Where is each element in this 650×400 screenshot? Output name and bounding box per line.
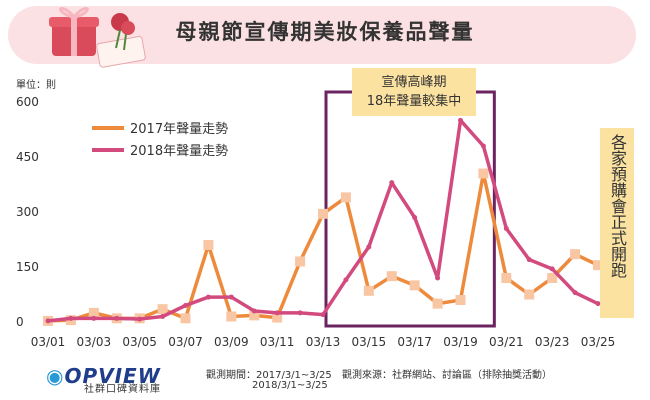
y-tick-label: 0	[16, 315, 24, 329]
data-point-2018	[389, 180, 395, 186]
x-tick-label: 03/01	[31, 335, 66, 349]
y-tick-label: 450	[16, 150, 39, 164]
data-point-2017	[524, 289, 535, 300]
y-tick-label: 150	[16, 260, 39, 274]
data-point-2018	[435, 275, 441, 281]
callout-peak-period: 宣傳高峰期 18年聲量較集中	[352, 68, 476, 116]
data-point-2017	[203, 240, 214, 250]
data-point-2018	[91, 315, 97, 321]
data-point-2018	[45, 318, 51, 324]
data-point-2017	[340, 192, 351, 203]
data-point-2018	[549, 266, 555, 272]
data-point-2017	[409, 280, 420, 291]
callout-line-2: 18年聲量較集中	[366, 94, 462, 109]
x-tick-label: 03/21	[489, 335, 524, 349]
data-point-2017	[226, 311, 237, 322]
callout-line-1: 宣傳高峰期	[381, 75, 447, 90]
data-point-2017	[570, 249, 581, 260]
data-point-2017	[501, 273, 512, 283]
data-point-2017	[295, 256, 306, 267]
y-tick-label: 600	[16, 95, 39, 109]
observation-period: 觀測期間：2017/3/1~3/25	[206, 370, 332, 381]
observation-period-2018: 2018/3/1~3/25	[252, 380, 328, 391]
data-point-2018	[595, 301, 601, 307]
x-tick-label: 03/25	[581, 335, 616, 349]
data-point-2017	[547, 273, 558, 283]
data-point-2018	[160, 314, 166, 319]
x-tick-label: 03/05	[122, 335, 157, 349]
x-tick-label: 03/07	[168, 335, 203, 349]
data-point-2017	[478, 168, 489, 179]
data-point-2018	[137, 316, 143, 322]
x-tick-label: 03/11	[260, 335, 295, 349]
data-point-2018	[320, 312, 326, 318]
data-point-2018	[228, 294, 234, 300]
legend-label: 2017年聲量走勢	[130, 121, 228, 137]
data-point-2017	[180, 313, 191, 324]
observation-source: 觀測來源：社群網站、討論區（排除抽獎活動）	[342, 370, 552, 381]
chart-title: 母親節宣傳期美妝保養品聲量	[175, 20, 475, 44]
logo-text: OPVIEW	[64, 364, 161, 388]
legend-label: 2018年聲量走勢	[130, 143, 228, 159]
data-point-2017	[432, 298, 443, 309]
logo-subtitle: 社群口碑資料庫	[84, 384, 161, 395]
x-tick-label: 03/03	[77, 335, 112, 349]
data-point-2018	[458, 117, 463, 123]
data-point-2018	[68, 315, 74, 321]
data-point-2018	[412, 215, 418, 220]
data-point-2018	[205, 294, 211, 300]
data-point-2018	[480, 143, 486, 149]
x-tick-label: 03/15	[352, 335, 387, 349]
x-tick-label: 03/19	[443, 335, 478, 349]
data-point-2017	[455, 295, 466, 305]
data-point-2017	[363, 285, 374, 296]
y-tick-label: 300	[16, 205, 39, 219]
x-tick-label: 03/13	[306, 335, 341, 349]
data-point-2018	[572, 290, 578, 296]
opview-logo: ◉OPVIEW	[46, 364, 161, 388]
x-tick-label: 03/17	[397, 335, 432, 349]
series-line-1	[47, 171, 599, 323]
data-point-2017	[272, 312, 283, 323]
data-point-2018	[503, 226, 509, 231]
data-point-2018	[274, 310, 280, 316]
data-point-2018	[251, 308, 257, 314]
data-point-2018	[114, 315, 120, 321]
callout-presale: 各家預購會正式開跑	[600, 128, 634, 318]
data-point-2017	[593, 260, 603, 271]
x-tick-label: 03/23	[535, 335, 570, 349]
callout-presale-text: 各家預購會正式開跑	[608, 134, 627, 278]
data-point-2018	[366, 244, 372, 250]
data-point-2018	[343, 277, 349, 283]
data-point-2017	[386, 271, 397, 282]
data-point-2017	[88, 307, 99, 318]
x-tick-label: 03/09	[214, 335, 249, 349]
unit-label: 單位：則	[16, 80, 56, 91]
gift-icon	[49, 7, 146, 68]
data-point-2017	[249, 310, 260, 321]
data-point-2018	[526, 257, 532, 263]
data-point-2017	[318, 208, 328, 219]
data-point-2018	[297, 310, 303, 316]
data-point-2017	[157, 304, 168, 315]
data-point-2018	[183, 303, 188, 308]
